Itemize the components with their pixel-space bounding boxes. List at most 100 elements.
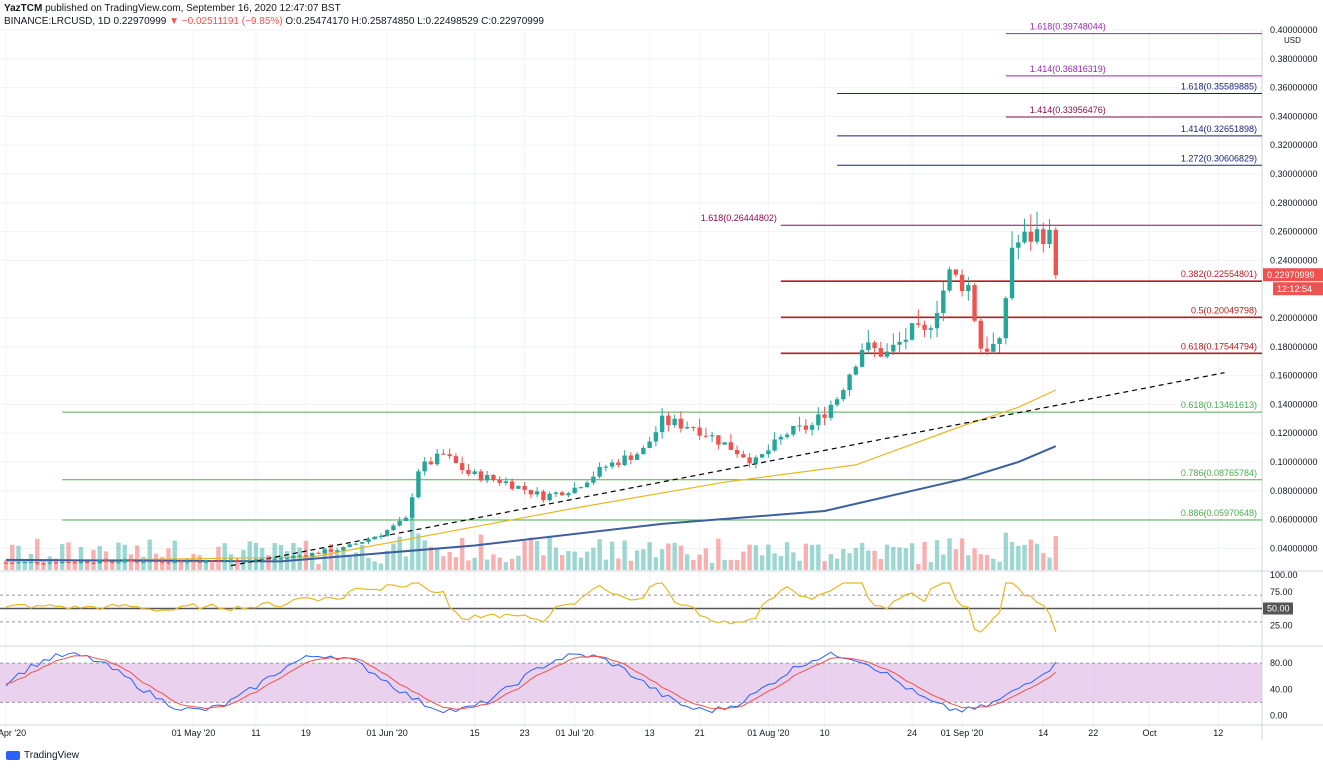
candle-body: [772, 439, 777, 451]
volume-bar: [578, 557, 584, 570]
candle-body: [816, 414, 821, 426]
volume-bar: [822, 561, 827, 570]
candle-body: [228, 560, 234, 562]
candle-body: [316, 552, 321, 554]
tradingview-logo[interactable]: TradingView: [6, 750, 79, 761]
volume-bar: [222, 543, 227, 570]
candle-body: [966, 285, 971, 292]
volume-bar: [691, 559, 696, 570]
volume-bar: [434, 548, 440, 570]
volume-bar: [1053, 536, 1058, 570]
rsi-panel: [0, 582, 1262, 633]
volume-bar: [378, 563, 384, 570]
symbol-legend: BINANCE:LRCUSD, 1D 0.22970999 ▼ −0.02511…: [4, 16, 544, 27]
candle-body: [791, 425, 796, 435]
volume-bar: [559, 555, 565, 570]
candle-body: [847, 374, 852, 391]
candle-body: [622, 455, 627, 466]
candle-body: [766, 450, 771, 455]
volume-bar: [809, 544, 815, 570]
dashed-trendline[interactable]: [230, 372, 1225, 567]
candle-body: [1028, 231, 1033, 242]
volume-bar: [709, 562, 715, 570]
grid: [0, 29, 1262, 728]
volume-bar: [666, 543, 671, 570]
volume-bar: [728, 559, 734, 570]
volume-bar: [747, 544, 752, 570]
volume-bar: [66, 542, 71, 570]
volume-bar: [341, 549, 346, 570]
price-axis[interactable]: 0.04000000 0.06000000 0.08000000 0.10000000…: [1263, 25, 1323, 720]
volume-bar: [491, 554, 496, 570]
candle-body: [3, 562, 9, 564]
candle-body: [703, 435, 709, 437]
volume-bar: [778, 556, 784, 570]
volume-bar: [759, 555, 765, 570]
volume-bar: [584, 551, 590, 570]
candle-body: [1034, 229, 1040, 242]
candle-body: [178, 560, 184, 563]
rsi-line: [5, 582, 1057, 633]
volume-bar: [122, 544, 127, 570]
candle-body: [741, 454, 746, 458]
panel-separators: [0, 30, 1323, 740]
volume-bar: [847, 553, 852, 570]
candle-body: [753, 457, 759, 464]
volume-bar: [466, 560, 471, 570]
candle-body: [759, 454, 765, 458]
volume-bar: [609, 541, 615, 570]
candle-body: [453, 456, 459, 464]
symbol-name[interactable]: BINANCE:LRCUSD, 1D: [4, 16, 111, 27]
volume-bar: [909, 543, 915, 570]
candle-body: [616, 462, 621, 466]
candle-body: [884, 351, 890, 357]
candle-body: [191, 561, 196, 563]
candle-body: [728, 442, 734, 450]
candle-body: [916, 323, 921, 325]
candle-body: [666, 415, 671, 426]
rsi-value-label: 50.00: [1267, 604, 1290, 614]
candle-body: [322, 549, 327, 554]
candle-body: [210, 560, 215, 562]
price-tick-label: 0.34000000: [1270, 111, 1318, 121]
volume-bar: [597, 539, 602, 570]
candle-body: [85, 561, 90, 563]
candle-body: [659, 415, 665, 433]
trendline[interactable]: [230, 372, 1225, 567]
candle-body: [641, 448, 646, 455]
countdown-badge: [1273, 282, 1323, 296]
candles: [3, 211, 1058, 566]
candle-body: [697, 427, 702, 436]
time-axis[interactable]: 01 Apr '20 01 May '20 11 19 01 Jun '20 15 23 01…: [0, 728, 1223, 738]
candle-body: [528, 489, 534, 495]
candle-body: [534, 491, 540, 495]
candle-body: [491, 475, 496, 480]
volume-bar: [903, 548, 909, 570]
volume-bar: [703, 548, 709, 570]
candle-body: [303, 555, 309, 557]
ma50-line: [5, 389, 1057, 562]
time-tick-label: 23: [520, 728, 530, 738]
price-tick-label: 0.26000000: [1270, 227, 1318, 237]
candle-body: [135, 561, 140, 563]
time-tick-label: 01 Apr '20: [0, 728, 26, 738]
time-tick-label: 01 Jun '20: [367, 728, 408, 738]
volume-bar: [516, 555, 521, 570]
author-name[interactable]: YazTCM: [4, 3, 43, 14]
candle-body: [78, 561, 84, 563]
stoch-panel: [0, 651, 1262, 714]
candle-body: [897, 341, 902, 345]
candle-body: [41, 563, 46, 565]
volume-bar: [78, 547, 84, 570]
volume-bar: [641, 549, 646, 570]
volume-bar: [41, 561, 46, 570]
candle-body: [984, 348, 990, 352]
volume-bar: [541, 555, 546, 570]
volume-bar: [566, 551, 571, 570]
candle-body: [547, 493, 552, 501]
volume-bar: [384, 550, 390, 570]
stoch-tick-label: 40.00: [1270, 684, 1293, 694]
volume-bar: [228, 554, 234, 570]
candle-body: [1041, 229, 1046, 245]
